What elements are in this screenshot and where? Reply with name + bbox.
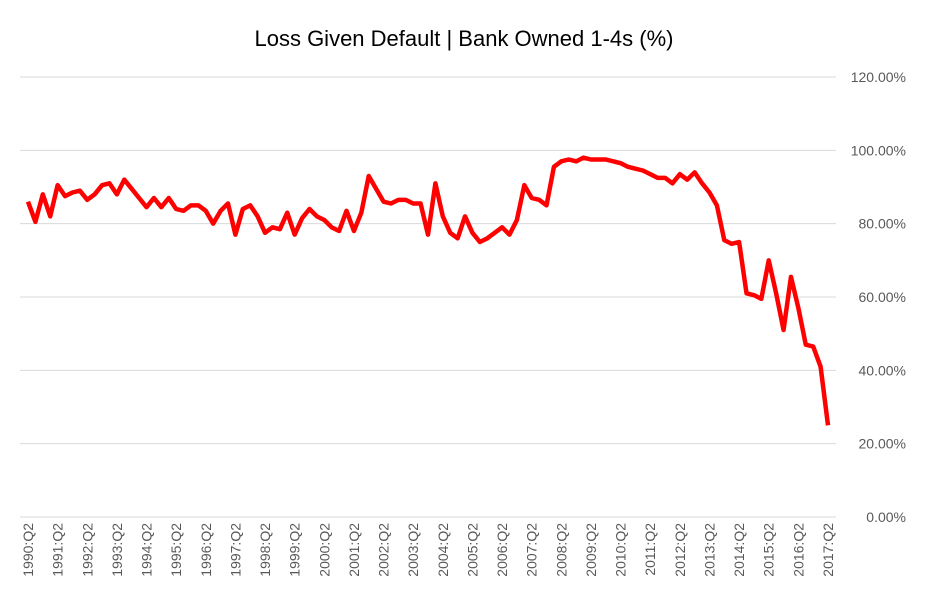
x-tick-label: 1997:Q2 (227, 523, 243, 577)
y-tick-label: 0.00% (866, 509, 906, 525)
x-tick-label: 2001:Q2 (346, 523, 362, 577)
x-tick-label: 1991:Q2 (50, 523, 66, 577)
x-tick-label: 2006:Q2 (494, 523, 510, 577)
y-tick-label: 60.00% (859, 289, 906, 305)
y-tick-label: 20.00% (859, 436, 906, 452)
x-tick-label: 2012:Q2 (672, 523, 688, 577)
x-tick-label: 2016:Q2 (790, 523, 806, 577)
x-tick-label: 2017:Q2 (820, 523, 836, 577)
x-tick-label: 1998:Q2 (257, 523, 273, 577)
chart-title: Loss Given Default | Bank Owned 1-4s (%) (254, 26, 673, 51)
x-tick-label: 2008:Q2 (553, 523, 569, 577)
x-tick-label: 2014:Q2 (731, 523, 747, 577)
y-tick-label: 40.00% (859, 362, 906, 378)
x-tick-label: 2009:Q2 (583, 523, 599, 577)
x-tick-label: 2010:Q2 (613, 523, 629, 577)
x-tick-label: 1990:Q2 (20, 523, 36, 577)
x-tick-label: 2015:Q2 (761, 523, 777, 577)
x-tick-label: 2005:Q2 (464, 523, 480, 577)
y-tick-label: 80.00% (859, 216, 906, 232)
x-tick-label: 2003:Q2 (405, 523, 421, 577)
x-tick-label: 1992:Q2 (79, 523, 95, 577)
x-tick-label: 2013:Q2 (701, 523, 717, 577)
x-tick-label: 2000:Q2 (316, 523, 332, 577)
x-tick-label: 1994:Q2 (139, 523, 155, 577)
data-line (25, 155, 831, 426)
x-tick-label: 1993:Q2 (109, 523, 125, 577)
x-tick-label: 1999:Q2 (287, 523, 303, 577)
x-tick-label: 2002:Q2 (376, 523, 392, 577)
x-tick-label: 2004:Q2 (435, 523, 451, 577)
x-tick-label: 2011:Q2 (642, 523, 658, 576)
y-tick-label: 100.00% (851, 142, 906, 158)
x-tick-label: 2007:Q2 (524, 523, 540, 577)
x-tick-label: 1995:Q2 (168, 523, 184, 577)
y-tick-label: 120.00% (851, 69, 906, 85)
x-tick-label: 1996:Q2 (198, 523, 214, 577)
